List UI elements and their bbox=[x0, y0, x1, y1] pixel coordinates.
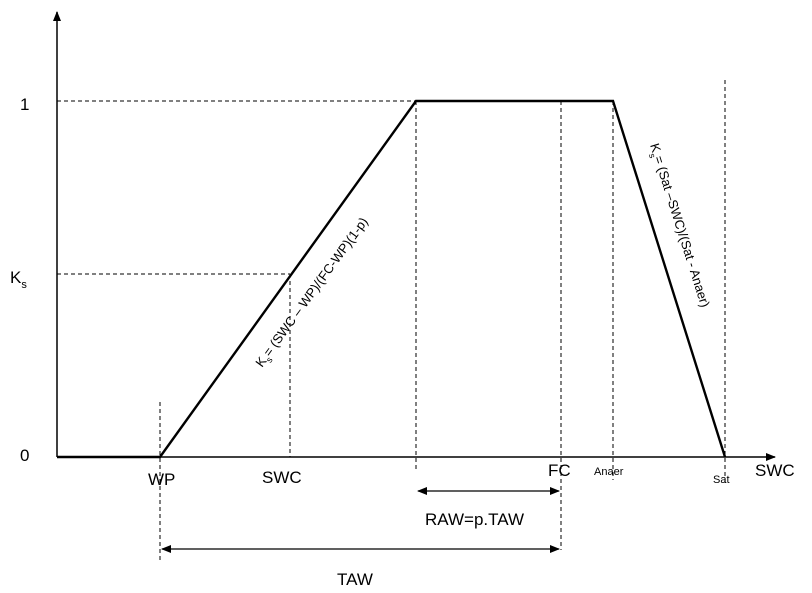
taw-label: TAW bbox=[337, 570, 373, 589]
ks-curve bbox=[57, 99, 727, 459]
x-label-swc-point: SWC bbox=[262, 468, 302, 487]
x-axis-label: SWC bbox=[755, 461, 795, 480]
y-tick-one: 1 bbox=[20, 95, 29, 114]
raw-label: RAW=p.TAW bbox=[425, 510, 524, 529]
x-label-wp: WP bbox=[148, 470, 175, 489]
x-label-sat: Sat bbox=[713, 474, 730, 486]
y-label-ks: Ks bbox=[10, 268, 27, 291]
y-tick-zero: 0 bbox=[20, 446, 29, 465]
rising-limb-formula: Ks= (SWC – WP)/(FC-WP)(1-p) bbox=[252, 214, 373, 371]
x-label-anaer: Anaer bbox=[594, 466, 624, 478]
x-label-fc: FC bbox=[548, 461, 571, 480]
falling-limb-formula: Ks= (Sat –SWC)/(Sat - Anaer) bbox=[644, 141, 713, 310]
